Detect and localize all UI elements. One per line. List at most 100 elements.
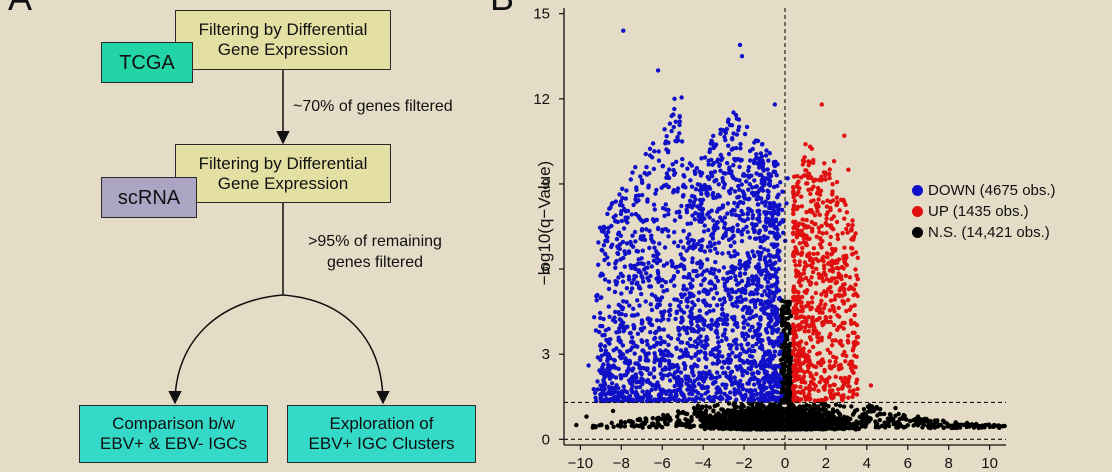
down-point <box>721 296 727 301</box>
down-point <box>732 338 737 343</box>
down-point <box>774 269 779 275</box>
down-point <box>665 353 671 358</box>
ns-point <box>698 423 703 429</box>
down-point <box>659 185 664 190</box>
down-point <box>741 227 746 232</box>
down-point <box>701 278 706 283</box>
down-point <box>628 239 633 245</box>
down-point <box>654 187 659 193</box>
down-point <box>643 358 649 363</box>
down-point <box>705 174 710 180</box>
down-point <box>752 359 757 364</box>
down-point <box>764 385 769 391</box>
down-point <box>704 311 709 316</box>
down-point <box>761 168 766 173</box>
down-point <box>598 315 603 321</box>
down-point <box>666 175 672 181</box>
ns-point <box>826 419 831 424</box>
down-point <box>636 269 641 274</box>
ns-point <box>650 416 655 421</box>
ns-point <box>773 426 779 432</box>
down-point <box>654 297 660 302</box>
down-point <box>661 263 667 268</box>
down-point <box>630 339 635 345</box>
ns-point <box>746 418 752 423</box>
down-point <box>606 304 611 309</box>
ns-point <box>779 407 785 412</box>
down-point <box>602 344 608 349</box>
ns-point <box>689 418 694 423</box>
down-point <box>634 380 639 385</box>
down-point <box>637 303 642 308</box>
down-point <box>756 380 761 386</box>
down-point <box>711 352 716 357</box>
ns-point <box>817 411 822 416</box>
down-point <box>599 228 605 234</box>
filter-step-1-note-text: ~70% of genes filtered <box>293 98 453 115</box>
ns-point <box>846 416 851 421</box>
ns-point <box>703 404 709 409</box>
points-layer <box>574 28 1007 432</box>
down-point <box>733 112 739 118</box>
outcome-comparison-line2: EBV+ & EBV- IGCs <box>100 434 247 453</box>
ns-point <box>854 419 859 424</box>
down-point <box>745 216 751 222</box>
down-point <box>765 330 770 335</box>
ns-point <box>825 422 830 428</box>
ns-point <box>728 410 734 416</box>
down-point <box>763 203 768 208</box>
down-point <box>664 391 669 396</box>
down-point <box>735 228 741 233</box>
down-point <box>747 196 752 201</box>
down-point <box>740 218 745 223</box>
down-point <box>633 193 639 199</box>
down-point <box>707 369 712 374</box>
down-point <box>726 189 732 194</box>
down-point <box>658 335 663 340</box>
down-point <box>617 192 622 197</box>
down-point <box>675 138 681 143</box>
ns-point <box>767 426 772 431</box>
down-point <box>737 273 743 278</box>
outcome-exploration-line2: EBV+ IGC Clusters <box>308 434 455 453</box>
ns-point <box>799 424 805 430</box>
down-point <box>767 380 772 385</box>
down-point <box>729 212 735 217</box>
down-point <box>699 185 704 190</box>
ns-point <box>829 421 834 427</box>
down-point <box>714 390 719 396</box>
down-point <box>755 291 760 296</box>
ns-point <box>874 406 879 411</box>
down-point <box>747 182 752 187</box>
ns-point <box>900 416 905 421</box>
down-point <box>753 184 759 189</box>
ns-point <box>725 421 730 426</box>
down-point <box>639 377 645 382</box>
ns-point <box>958 422 964 427</box>
down-point <box>675 186 681 191</box>
down-point <box>785 176 790 181</box>
ns-point <box>908 418 913 424</box>
ns-point <box>868 416 873 421</box>
ns-point <box>692 411 697 416</box>
down-point <box>638 174 643 179</box>
down-point <box>674 210 679 215</box>
down-point <box>752 382 757 387</box>
ns-point <box>875 413 880 418</box>
ns-point <box>591 423 596 428</box>
down-point <box>602 332 607 338</box>
down-point <box>751 160 757 166</box>
down-point <box>694 395 699 400</box>
down-point <box>750 212 756 218</box>
down-point <box>619 218 625 224</box>
down-point <box>741 305 747 310</box>
down-point <box>777 249 782 254</box>
down-point <box>696 297 701 303</box>
down-point <box>621 226 627 231</box>
down-point <box>654 329 659 334</box>
filter-step-1-note: ~70% of genes filtered <box>293 96 493 117</box>
down-point <box>656 392 662 398</box>
down-point <box>690 277 695 283</box>
ns-point <box>833 402 839 407</box>
down-point <box>743 337 748 342</box>
